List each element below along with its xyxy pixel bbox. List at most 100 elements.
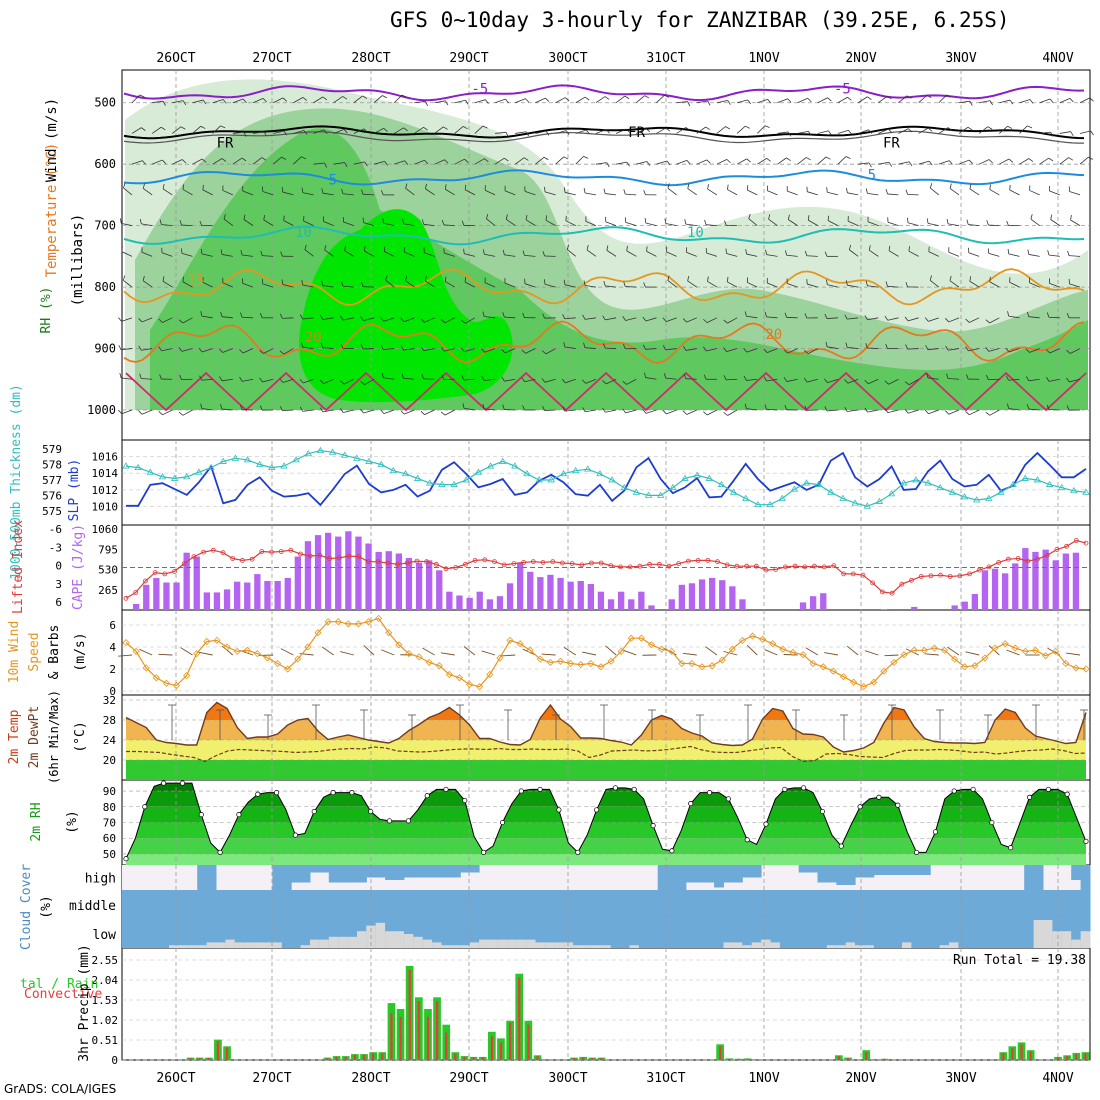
wind-barb (141, 409, 153, 415)
li-point (278, 549, 284, 554)
wind10m-barb (158, 653, 173, 656)
cloud-low-base (469, 920, 480, 948)
contour-label: FR (217, 136, 234, 152)
wind-barb-flag (281, 279, 284, 285)
wind-barb-flag (178, 319, 184, 324)
wind-barb (918, 160, 930, 165)
cloud-middle-cell (770, 890, 781, 920)
wind-barb-flag (1006, 220, 1009, 226)
cape-tick: 530 (98, 564, 118, 577)
rh-point (368, 808, 374, 815)
wind-barb (586, 249, 597, 257)
wind-barb (304, 249, 314, 257)
wind-speed-point (455, 674, 464, 682)
wind-barb-flag (766, 158, 771, 162)
wind-barb-flag (606, 245, 609, 251)
thickness-point (341, 451, 349, 458)
wind-barb (706, 252, 718, 257)
wind-barb-flag (848, 244, 852, 250)
cloud-middle-cell (1071, 890, 1082, 920)
li-point (627, 564, 633, 570)
li-tick: -6 (49, 523, 62, 536)
cape-bar (466, 597, 473, 610)
wind-barb-flag (182, 276, 184, 282)
thickness-line (125, 449, 1087, 507)
rh-point (499, 819, 506, 826)
wind-barb (242, 254, 254, 257)
wind-barb-flag (602, 315, 606, 321)
li-point (560, 560, 565, 566)
wind-barb (766, 378, 778, 382)
wind-barb-flag (966, 374, 969, 380)
date-label-top: 26OCT (156, 51, 195, 66)
wind-barb (181, 348, 193, 352)
li-point (812, 563, 817, 569)
cape-bar (314, 535, 322, 610)
wind-barb-flag (481, 376, 485, 381)
precip-conv-bar (344, 1056, 347, 1060)
cape-bar (1062, 553, 1069, 610)
thickness-point (438, 480, 446, 487)
wind-barb (544, 191, 556, 196)
cloud-low-base (761, 920, 771, 948)
cloud-low-cell (723, 942, 734, 948)
cape-bar (193, 556, 200, 610)
wind-barb-flag (926, 95, 932, 98)
wind-barb-flag (385, 275, 388, 281)
isotherm-minus5 (123, 84, 1085, 102)
wind-barb-flag (946, 218, 949, 225)
precip-conv-bar (189, 1058, 192, 1060)
wind-barb (595, 129, 607, 134)
wind-barb (938, 127, 949, 134)
wind-barb-flag (525, 98, 530, 103)
wind-barb (405, 187, 415, 196)
cloud-middle-cell (657, 890, 668, 920)
wind-barb-flag (665, 127, 671, 132)
wind-barb-flag (281, 187, 284, 193)
wind-barb-flag (946, 94, 952, 98)
cloud-low-base (441, 920, 452, 948)
rh-point (161, 780, 167, 786)
wind-barb (141, 317, 153, 323)
wind-barb (282, 409, 294, 412)
wind-barb-flag (945, 345, 949, 351)
cape-bar (981, 570, 989, 610)
wind-barb (757, 158, 767, 165)
isotherm-10 (123, 225, 1085, 246)
wind-barb (222, 348, 233, 353)
rh-band (126, 806, 1086, 823)
wind-barb-flag (949, 275, 952, 281)
isotherm-5 (123, 169, 1085, 187)
wind-speed-point (193, 650, 201, 658)
wind-barb (887, 317, 899, 321)
cloud-middle-cell (253, 890, 264, 920)
wind10m-barb (198, 651, 213, 656)
wind-barb (837, 96, 848, 104)
wind-barb (867, 221, 879, 227)
wind-barb-flag (885, 343, 888, 349)
wind-barb-flag (400, 345, 404, 351)
wind-barb (1069, 191, 1081, 196)
cloud-middle-cell (845, 890, 856, 920)
wind-barb (666, 251, 677, 257)
wind-barb-flag (299, 379, 304, 384)
wind-barb (837, 129, 849, 134)
wind-barb-flag (119, 372, 122, 379)
wind-barb-flag (929, 275, 932, 281)
wind-barb (858, 162, 870, 165)
wind-barb-flag (804, 350, 809, 355)
wind-barb (989, 409, 1000, 416)
wind-speed-point (738, 636, 746, 644)
cloud-low-cell (761, 939, 771, 948)
wind-barb-flag (989, 276, 991, 282)
wind-barb-flag (1050, 214, 1053, 220)
cape-tick: 265 (98, 584, 118, 597)
li-point (1025, 558, 1031, 564)
cape-bar (254, 574, 261, 610)
date-label-bottom: 3NOV (945, 1071, 976, 1086)
wind-barb (172, 100, 184, 104)
wind-barb (484, 316, 496, 319)
wind-barb (131, 160, 143, 165)
date-label-top: 3NOV (945, 51, 976, 66)
wind-barb (978, 126, 989, 134)
